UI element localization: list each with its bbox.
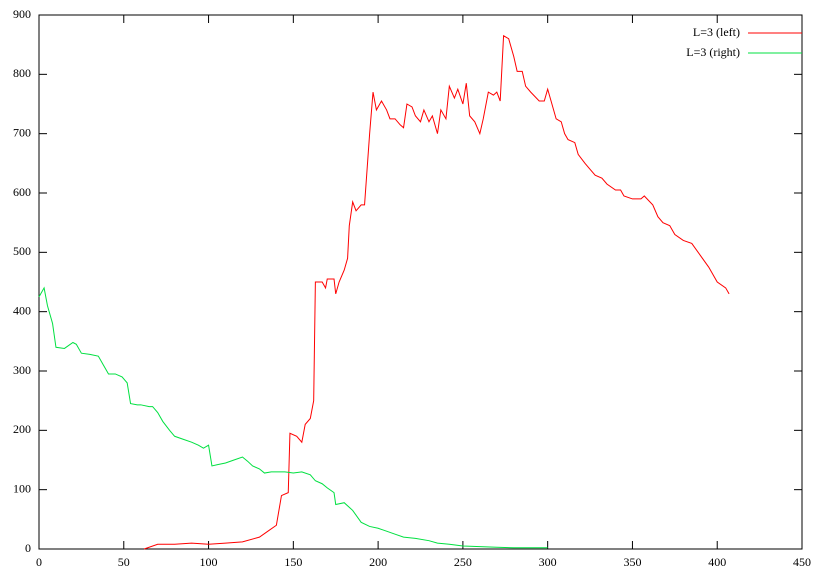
y-tick-label: 100 (13, 481, 31, 495)
x-tick-label: 150 (284, 555, 302, 569)
y-tick-label: 800 (13, 66, 31, 80)
y-tick-label: 0 (25, 541, 31, 555)
y-tick-label: 400 (13, 303, 31, 317)
x-tick-label: 300 (539, 555, 557, 569)
x-tick-label: 250 (454, 555, 472, 569)
x-tick-label: 400 (708, 555, 726, 569)
legend-label: L=3 (right) (686, 45, 740, 59)
series-line (143, 34, 730, 550)
x-tick-label: 50 (118, 555, 130, 569)
x-tick-label: 350 (623, 555, 641, 569)
plot-frame (38, 14, 803, 550)
x-tick-label: 200 (369, 555, 387, 569)
y-tick-label: 200 (13, 422, 31, 436)
y-tick-label: 900 (13, 7, 31, 21)
x-tick-label: 450 (793, 555, 811, 569)
y-tick-label: 700 (13, 125, 31, 139)
series-line (38, 286, 548, 549)
y-tick-label: 500 (13, 244, 31, 258)
x-tick-label: 100 (200, 555, 218, 569)
x-tick-label: 0 (36, 555, 42, 569)
y-tick-label: 600 (13, 185, 31, 199)
legend-label: L=3 (left) (693, 25, 740, 39)
y-tick-label: 300 (13, 363, 31, 377)
